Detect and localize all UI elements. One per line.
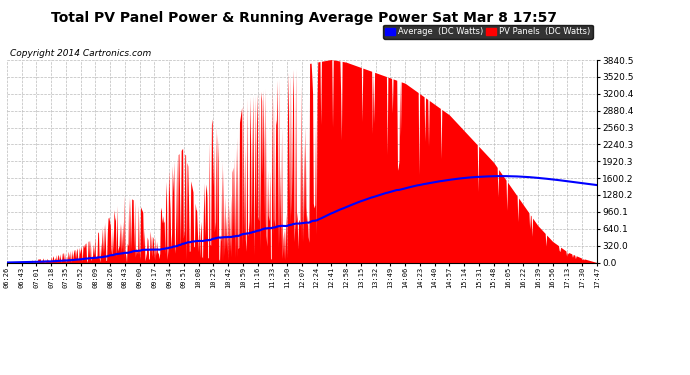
Text: Total PV Panel Power & Running Average Power Sat Mar 8 17:57: Total PV Panel Power & Running Average P… <box>50 11 557 25</box>
Legend: Average  (DC Watts), PV Panels  (DC Watts): Average (DC Watts), PV Panels (DC Watts) <box>383 25 593 39</box>
Text: Copyright 2014 Cartronics.com: Copyright 2014 Cartronics.com <box>10 49 152 58</box>
